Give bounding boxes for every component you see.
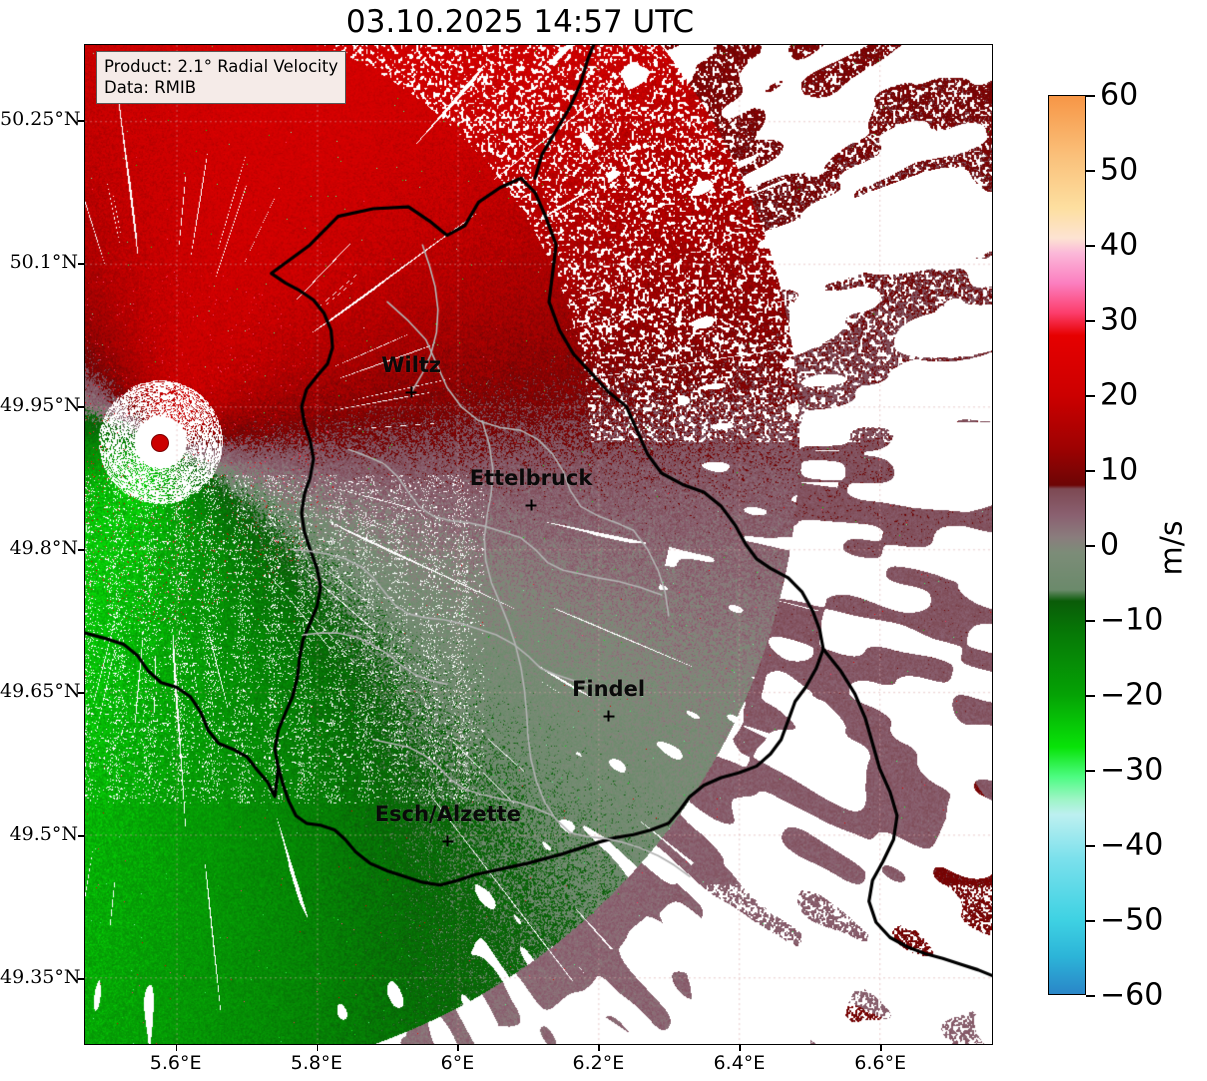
longitude-tick-label: 6.4°E	[713, 1052, 766, 1074]
colorbar-tick-mark	[1086, 245, 1095, 247]
longitude-tick-mark	[457, 1045, 459, 1051]
colorbar-tick-mark	[1086, 395, 1095, 397]
latitude-tick-mark	[78, 406, 84, 408]
colorbar-tick-mark	[1086, 545, 1095, 547]
colorbar-tick-mark	[1086, 170, 1095, 172]
colorbar-tick-mark	[1086, 95, 1095, 97]
latitude-tick-label: 50.1°N	[9, 251, 78, 274]
colorbar-tick-label: 50	[1100, 152, 1139, 188]
colorbar-tick-label: −50	[1100, 902, 1164, 938]
city-label-esch-alzette: Esch/Alzette	[374, 802, 521, 827]
product-info-box: Product: 2.1° Radial Velocity Data: RMIB	[96, 51, 347, 105]
latitude-tick-mark	[78, 549, 84, 551]
longitude-tick-label: 5.6°E	[149, 1052, 202, 1074]
colorbar-tick-mark	[1086, 845, 1095, 847]
colorbar-unit-label: m/s	[1154, 520, 1190, 576]
longitude-tick-mark	[880, 1045, 882, 1051]
colorbar-tick-mark	[1086, 695, 1095, 697]
radar-site-marker[interactable]	[151, 433, 170, 452]
longitude-tick-mark	[175, 1045, 178, 1051]
city-label-ettelbruck: Ettelbruck	[469, 466, 593, 491]
latitude-tick-label: 49.35°N	[0, 966, 81, 989]
latitude-tick-mark	[78, 692, 84, 694]
longitude-tick-mark	[316, 1045, 319, 1051]
product-label: Product: 2.1° Radial Velocity	[104, 57, 339, 76]
longitude-tick-label: 6.2°E	[572, 1052, 625, 1074]
colorbar-tick-mark	[1086, 920, 1095, 922]
latitude-tick-label: 49.5°N	[9, 823, 78, 846]
city-label-wiltz: Wiltz	[381, 353, 442, 377]
radar-plot-area[interactable]: Product: 2.1° Radial Velocity Data: RMIB…	[84, 44, 993, 1045]
velocity-colorbar[interactable]	[1048, 95, 1086, 995]
longitude-tick-label: 6.6°E	[854, 1052, 907, 1074]
colorbar-tick-mark	[1086, 770, 1095, 772]
latitude-tick-label: 49.65°N	[0, 680, 81, 703]
colorbar-tick-label: −10	[1100, 602, 1164, 638]
city-marker-esch-alzette	[442, 835, 454, 847]
latitude-tick-mark	[78, 263, 84, 265]
colorbar-tick-label: 60	[1100, 77, 1139, 113]
colorbar-tick-label: −40	[1100, 827, 1164, 863]
colorbar-tick-label: 10	[1100, 452, 1139, 488]
latitude-tick-label: 49.8°N	[9, 537, 78, 560]
latitude-tick-label: 50.25°N	[0, 108, 81, 131]
colorbar-tick-label: 0	[1100, 527, 1120, 563]
page-title: 03.10.2025 14:57 UTC	[346, 4, 694, 40]
colorbar-tick-label: 20	[1100, 377, 1139, 413]
colorbar-tick-label: −20	[1100, 677, 1164, 713]
longitude-tick-mark	[739, 1045, 741, 1051]
colorbar-tick-mark	[1086, 995, 1095, 997]
latitude-tick-label: 49.95°N	[0, 394, 81, 417]
colorbar-tick-label: −30	[1100, 752, 1164, 788]
colorbar-tick-label: 30	[1100, 302, 1139, 338]
colorbar-tick-mark	[1086, 320, 1095, 322]
colorbar-tick-mark	[1086, 470, 1095, 472]
city-label-findel: Findel	[572, 677, 646, 702]
colorbar-tick-label: −60	[1100, 977, 1164, 1013]
latitude-tick-mark	[78, 120, 84, 122]
colorbar-tick-mark	[1086, 620, 1095, 622]
longitude-tick-mark	[598, 1045, 600, 1051]
city-marker-findel	[603, 710, 615, 722]
data-source-label: Data: RMIB	[104, 78, 197, 98]
longitude-tick-label: 6°E	[440, 1052, 475, 1074]
longitude-tick-label: 5.8°E	[290, 1052, 343, 1074]
radar-velocity-field	[85, 45, 992, 1044]
city-marker-wiltz	[405, 386, 417, 398]
colorbar-tick-label: 40	[1100, 227, 1139, 263]
latitude-tick-mark	[78, 835, 84, 837]
latitude-tick-mark	[78, 978, 84, 980]
city-marker-ettelbruck	[525, 499, 537, 511]
